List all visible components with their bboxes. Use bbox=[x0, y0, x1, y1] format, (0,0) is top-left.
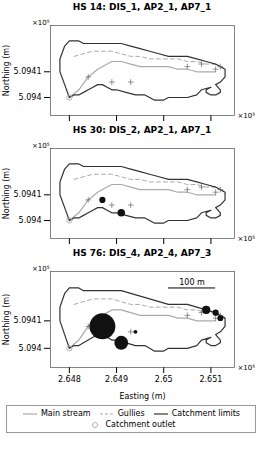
html-text:Gullies: Gullies bbox=[117, 409, 145, 418]
svg-text:2.649: 2.649 bbox=[105, 375, 128, 384]
svg-text:Northing (m): Northing (m) bbox=[2, 168, 11, 219]
svg-text:5.0941: 5.0941 bbox=[14, 316, 42, 325]
svg-text:Northing (m): Northing (m) bbox=[2, 294, 11, 345]
svg-text:Easting (m): Easting (m) bbox=[119, 392, 165, 401]
html-text:HS 30: DIS_2, AP2_1, AP7_1: HS 30: DIS_2, AP2_1, AP7_1 bbox=[72, 125, 212, 135]
svg-text:Northing (m): Northing (m) bbox=[2, 45, 11, 96]
html-text:Catchment limits: Catchment limits bbox=[171, 409, 240, 418]
html-text:Catchment outlet: Catchment outlet bbox=[105, 420, 176, 429]
svg-text:×10⁵: ×10⁵ bbox=[32, 142, 50, 150]
html-text:Main stream: Main stream bbox=[41, 409, 91, 418]
svg-text:2.65: 2.65 bbox=[155, 375, 173, 384]
svg-text:5.094: 5.094 bbox=[19, 344, 42, 353]
html-text:HS 76: DIS_4, AP2_4, AP7_3: HS 76: DIS_4, AP2_4, AP7_3 bbox=[72, 248, 212, 258]
svg-text:×10⁵: ×10⁵ bbox=[238, 235, 256, 243]
svg-text:×10⁵: ×10⁵ bbox=[32, 265, 50, 273]
svg-text:5.094: 5.094 bbox=[19, 216, 42, 225]
svg-text:100 m: 100 m bbox=[179, 278, 205, 287]
svg-text:2.648: 2.648 bbox=[58, 375, 81, 384]
svg-text:2.651: 2.651 bbox=[199, 375, 222, 384]
svg-text:5.094: 5.094 bbox=[19, 93, 42, 102]
svg-text:×10⁵: ×10⁵ bbox=[238, 112, 256, 120]
svg-text:×10⁵: ×10⁵ bbox=[238, 364, 256, 372]
svg-text:×10⁵: ×10⁵ bbox=[32, 19, 50, 27]
svg-text:5.0941: 5.0941 bbox=[14, 67, 42, 76]
svg-text:5.0941: 5.0941 bbox=[14, 190, 42, 199]
html-text:HS 14: DIS_1, AP2_1, AP7_1: HS 14: DIS_1, AP2_1, AP7_1 bbox=[72, 2, 212, 12]
